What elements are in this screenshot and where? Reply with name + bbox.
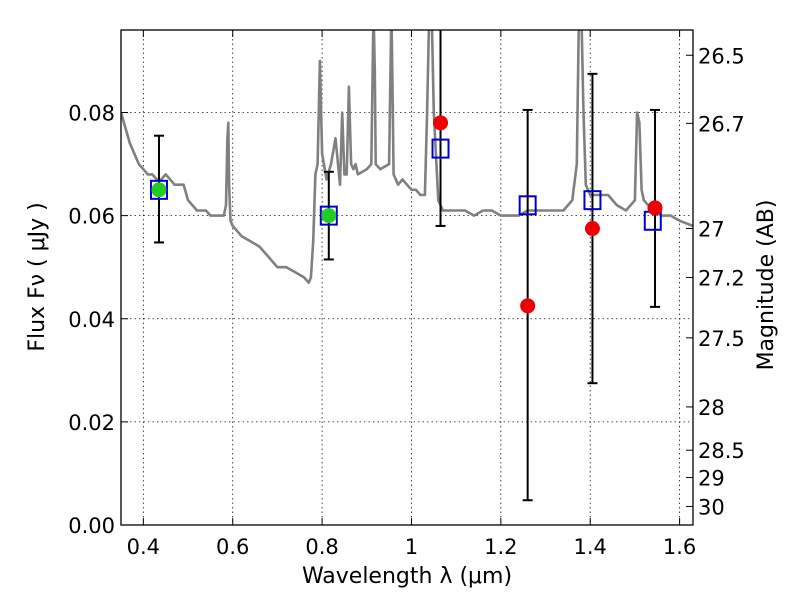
observed-point	[520, 298, 536, 314]
y-tick-label: 0.02	[68, 411, 115, 435]
y-tick-label: 0.06	[68, 205, 115, 229]
y-right-axis-ticks: 26.5 26.7 27 27.2 27.5 28 28.5 29 30	[686, 44, 745, 519]
x-tick-label: 1.6	[663, 535, 696, 559]
y-right-tick-label: 27.5	[698, 327, 745, 351]
y-right-tick-label: 27.2	[698, 267, 745, 291]
x-tick-label: 0.6	[216, 535, 249, 559]
x-tick-label: 1.2	[484, 535, 517, 559]
sed-line	[121, 30, 693, 285]
model-point-square	[583, 190, 602, 211]
y-right-tick-label: 28.5	[698, 439, 745, 463]
observed-points	[151, 115, 663, 314]
model-points	[149, 138, 662, 231]
observed-point	[584, 221, 600, 237]
x-axis-label: Wavelength λ (μm)	[302, 564, 512, 589]
y-right-tick-label: 26.5	[698, 44, 745, 68]
model-point-square	[319, 205, 338, 226]
observed-point	[151, 182, 167, 198]
y-right-tick-label: 30	[698, 495, 725, 519]
x-tick-label: 0.4	[127, 535, 160, 559]
y-axis-label: Flux Fν ( μJy )	[25, 202, 50, 351]
y-right-tick-label: 27	[698, 218, 725, 242]
y-right-axis-label: Magnitude (AB)	[754, 200, 779, 371]
model-point-square	[431, 138, 450, 159]
observed-point	[647, 200, 663, 216]
x-axis-ticks: 0.4 0.6 0.8 1 1.2 1.4 1.6	[127, 30, 696, 559]
y-right-tick-label: 28	[698, 396, 725, 420]
y-tick-label: 0.00	[68, 514, 115, 538]
x-tick-label: 1.4	[574, 535, 607, 559]
model-point-square	[149, 179, 168, 200]
x-tick-label: 0.8	[305, 535, 338, 559]
y-tick-label: 0.04	[68, 308, 115, 332]
y-right-tick-label: 26.7	[698, 112, 745, 136]
y-axis-ticks: 0.00 0.02 0.04 0.06 0.08	[68, 102, 128, 538]
plot-area-background	[121, 30, 693, 525]
observed-point	[321, 208, 337, 224]
x-tick-label: 1	[405, 535, 418, 559]
observed-point	[433, 115, 449, 131]
y-right-tick-label: 29	[698, 467, 725, 491]
y-tick-label: 0.08	[68, 102, 115, 126]
model-point-square	[518, 195, 537, 216]
sed-layer	[121, 30, 693, 285]
